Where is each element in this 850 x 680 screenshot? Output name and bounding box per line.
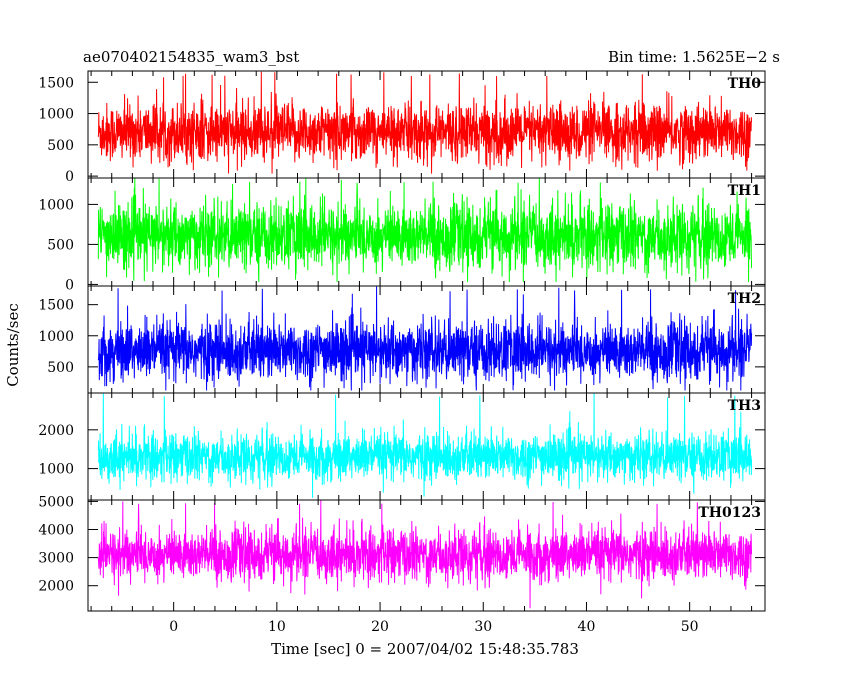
panel-th0: 0 500 1000 1500 TH0 — [38, 70, 766, 185]
x-tick-label: 40 — [578, 619, 596, 635]
series-line-th0 — [97, 71, 753, 174]
y-axis-label: Counts/sec — [4, 303, 22, 387]
y-tick-label: 1000 — [38, 107, 74, 123]
y-tick-label: 1000 — [38, 197, 74, 213]
panel-label-th3: TH3 — [728, 398, 761, 414]
x-tick-label: 10 — [268, 619, 286, 635]
series-line-th1 — [97, 178, 753, 283]
panel-th2: 500 1000 1500 TH2 — [38, 285, 766, 394]
panel-label-th0: TH0 — [728, 76, 762, 92]
panel-th3: 1000 2000 TH3 — [38, 392, 766, 501]
panel-th0123: 2000 3000 4000 5000 TH0123 — [38, 494, 766, 612]
x-tick-label: 30 — [474, 619, 492, 635]
panel-frame — [87, 499, 766, 612]
y-tick-label: 500 — [47, 360, 74, 376]
y-tick-label: 1500 — [38, 298, 74, 314]
y-tick-label: 3000 — [38, 551, 74, 567]
panel-th1: 0 500 1000 TH1 — [38, 177, 766, 293]
panel-label-th0123: TH0123 — [698, 505, 761, 521]
y-tick-label: 1500 — [38, 75, 74, 91]
series-line-th0123 — [97, 500, 753, 609]
y-tick-label: 1000 — [38, 329, 74, 345]
y-tick-label: 4000 — [38, 523, 74, 539]
y-tick-label: 0 — [65, 169, 74, 185]
x-tick-label: 50 — [681, 619, 699, 635]
y-tick-label: 0 — [65, 277, 74, 293]
panel-label-th2: TH2 — [728, 291, 761, 307]
x-axis-label: Time [sec] 0 = 2007/04/02 15:48:35.783 — [271, 640, 579, 658]
series-line-th3 — [97, 393, 753, 498]
y-tick-label: 1000 — [38, 462, 74, 478]
y-tick-label: 500 — [47, 138, 74, 154]
y-tick-label: 5000 — [38, 494, 74, 510]
x-tick-label: 0 — [169, 619, 178, 635]
series-line-th2 — [97, 286, 753, 391]
y-tick-label: 500 — [47, 237, 74, 253]
chart-title: ae070402154835_wam3_bst — [83, 48, 299, 66]
y-tick-label: 2000 — [38, 423, 74, 439]
x-tick-label: 20 — [371, 619, 389, 635]
bin-time-label: Bin time: 1.5625E−2 s — [608, 48, 780, 66]
panel-label-th1: TH1 — [728, 183, 761, 199]
y-tick-label: 2000 — [38, 579, 74, 595]
